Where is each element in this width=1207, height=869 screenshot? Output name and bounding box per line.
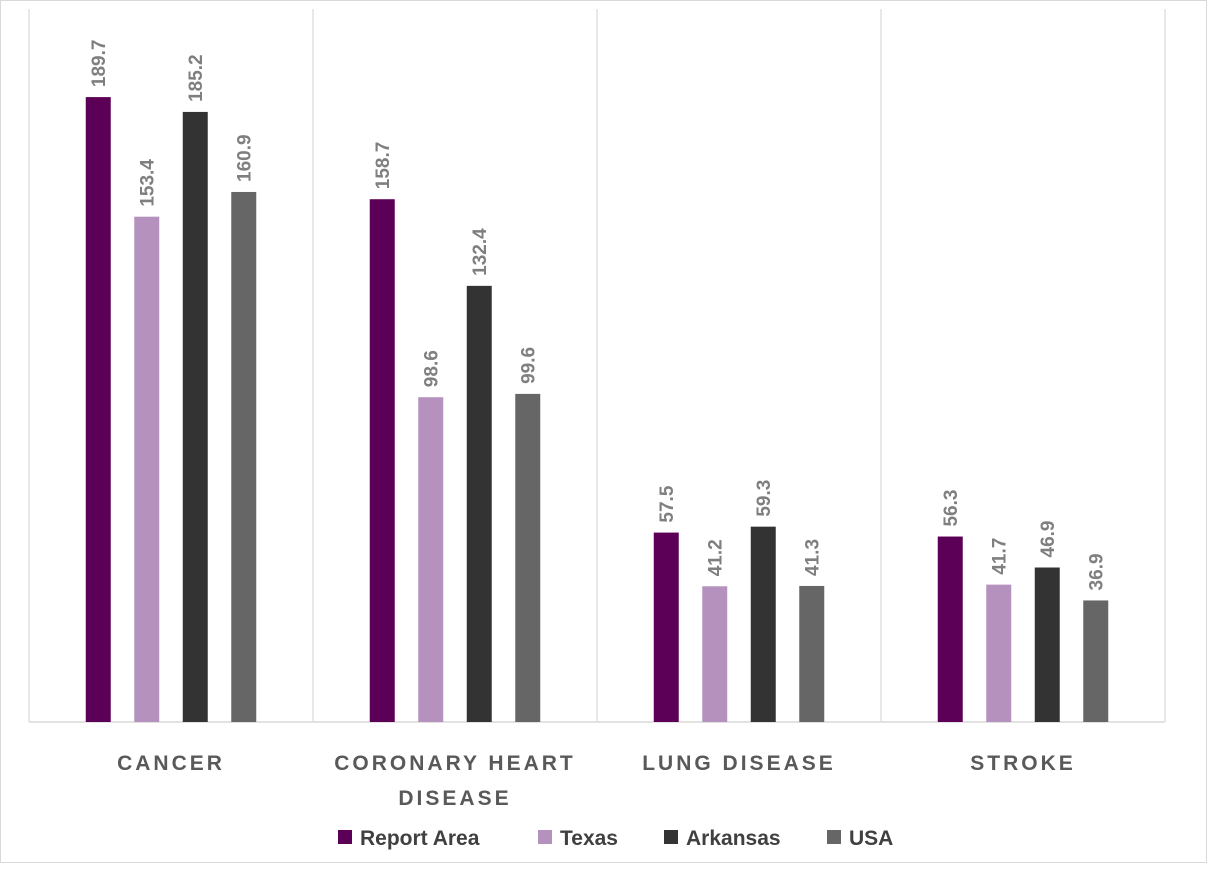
data-label: 56.3 xyxy=(941,490,962,527)
bar xyxy=(750,526,776,722)
bar xyxy=(1083,600,1109,722)
category-label: DISEASE xyxy=(398,787,511,810)
bar xyxy=(231,191,257,722)
data-label: 153.4 xyxy=(138,159,159,207)
data-label: 98.6 xyxy=(422,350,443,387)
data-label: 189.7 xyxy=(89,40,110,88)
data-label: 185.2 xyxy=(186,54,207,102)
bar xyxy=(182,111,208,723)
category-label: LUNG DISEASE xyxy=(642,752,836,775)
category-label: CANCER xyxy=(117,752,225,775)
data-label: 160.9 xyxy=(235,134,256,182)
data-label: 158.7 xyxy=(373,142,394,190)
data-label: 41.7 xyxy=(990,538,1011,575)
bar xyxy=(515,393,541,722)
category-label: STROKE xyxy=(970,752,1076,775)
data-label: 57.5 xyxy=(657,485,678,522)
legend-swatch xyxy=(338,830,352,844)
category-label: CORONARY HEART xyxy=(334,752,576,775)
bar xyxy=(702,586,728,722)
category-dividers xyxy=(28,9,1166,722)
legend-swatch xyxy=(664,830,678,844)
bar xyxy=(466,285,492,722)
legend-label: USA xyxy=(849,827,893,850)
data-label: 46.9 xyxy=(1038,521,1059,558)
bar xyxy=(937,536,963,722)
data-label: 41.3 xyxy=(803,539,824,576)
legend-label: Arkansas xyxy=(686,827,781,850)
bar xyxy=(134,216,160,722)
bar xyxy=(369,199,395,723)
bar xyxy=(85,97,111,723)
data-labels-group: 189.7 153.4 185.2 160.9 158.7 98.6 132.4 99.6 57… xyxy=(89,40,1108,591)
legend: Report Area Texas Arkansas USA xyxy=(338,827,893,850)
bar xyxy=(653,532,679,722)
legend-swatch xyxy=(827,830,841,844)
legend-label: Texas xyxy=(560,827,618,850)
bar xyxy=(418,397,444,722)
data-label: 59.3 xyxy=(754,480,775,517)
bar xyxy=(799,585,825,722)
data-label: 132.4 xyxy=(470,228,491,276)
data-label: 41.2 xyxy=(706,539,727,576)
bar xyxy=(1034,567,1060,722)
data-label: 99.6 xyxy=(519,347,540,384)
bars-group xyxy=(85,97,1109,723)
bar xyxy=(986,584,1012,722)
data-label: 36.9 xyxy=(1087,553,1108,590)
legend-label: Report Area xyxy=(360,827,480,850)
legend-swatch xyxy=(538,830,552,844)
category-labels-group: CANCER CORONARY HEART DISEASE LUNG DISEASE S… xyxy=(117,752,1076,810)
